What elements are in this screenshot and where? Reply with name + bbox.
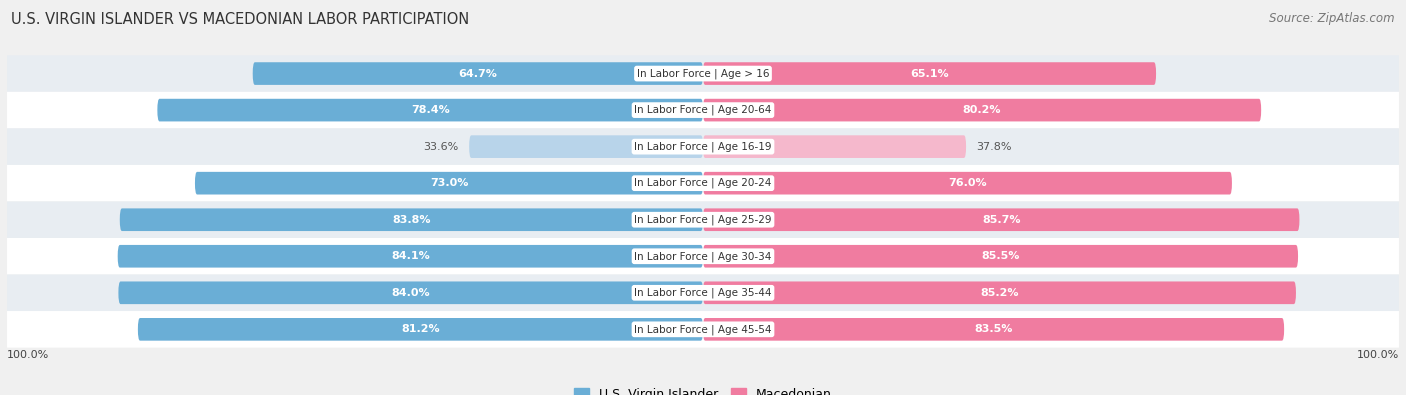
Text: In Labor Force | Age 20-64: In Labor Force | Age 20-64 (634, 105, 772, 115)
FancyBboxPatch shape (703, 99, 1261, 121)
FancyBboxPatch shape (120, 209, 703, 231)
FancyBboxPatch shape (703, 245, 1298, 267)
Text: 76.0%: 76.0% (948, 178, 987, 188)
Text: In Labor Force | Age 45-54: In Labor Force | Age 45-54 (634, 324, 772, 335)
Text: 84.0%: 84.0% (391, 288, 430, 298)
Text: 100.0%: 100.0% (1357, 350, 1399, 360)
Text: 78.4%: 78.4% (411, 105, 450, 115)
FancyBboxPatch shape (7, 128, 1399, 165)
Text: In Labor Force | Age 16-19: In Labor Force | Age 16-19 (634, 141, 772, 152)
Text: 85.5%: 85.5% (981, 251, 1019, 261)
FancyBboxPatch shape (703, 282, 1296, 304)
FancyBboxPatch shape (195, 172, 703, 194)
FancyBboxPatch shape (7, 55, 1399, 92)
Text: 83.5%: 83.5% (974, 324, 1012, 334)
Text: 85.2%: 85.2% (980, 288, 1019, 298)
Text: In Labor Force | Age 25-29: In Labor Force | Age 25-29 (634, 214, 772, 225)
FancyBboxPatch shape (7, 92, 1399, 128)
Text: 80.2%: 80.2% (963, 105, 1001, 115)
Text: 81.2%: 81.2% (401, 324, 440, 334)
FancyBboxPatch shape (7, 238, 1399, 275)
FancyBboxPatch shape (118, 245, 703, 267)
FancyBboxPatch shape (470, 135, 703, 158)
FancyBboxPatch shape (253, 62, 703, 85)
Legend: U.S. Virgin Islander, Macedonian: U.S. Virgin Islander, Macedonian (569, 383, 837, 395)
FancyBboxPatch shape (703, 62, 1156, 85)
Text: In Labor Force | Age 20-24: In Labor Force | Age 20-24 (634, 178, 772, 188)
FancyBboxPatch shape (703, 318, 1284, 340)
Text: In Labor Force | Age > 16: In Labor Force | Age > 16 (637, 68, 769, 79)
FancyBboxPatch shape (138, 318, 703, 340)
FancyBboxPatch shape (7, 165, 1399, 201)
Text: In Labor Force | Age 30-34: In Labor Force | Age 30-34 (634, 251, 772, 261)
Text: In Labor Force | Age 35-44: In Labor Force | Age 35-44 (634, 288, 772, 298)
Text: U.S. VIRGIN ISLANDER VS MACEDONIAN LABOR PARTICIPATION: U.S. VIRGIN ISLANDER VS MACEDONIAN LABOR… (11, 12, 470, 27)
FancyBboxPatch shape (703, 172, 1232, 194)
FancyBboxPatch shape (157, 99, 703, 121)
Text: 73.0%: 73.0% (430, 178, 468, 188)
Text: 65.1%: 65.1% (910, 69, 949, 79)
Text: Source: ZipAtlas.com: Source: ZipAtlas.com (1270, 12, 1395, 25)
Text: 84.1%: 84.1% (391, 251, 430, 261)
Text: 85.7%: 85.7% (981, 215, 1021, 225)
FancyBboxPatch shape (703, 209, 1299, 231)
Text: 83.8%: 83.8% (392, 215, 430, 225)
Text: 100.0%: 100.0% (7, 350, 49, 360)
Text: 33.6%: 33.6% (423, 142, 458, 152)
FancyBboxPatch shape (118, 282, 703, 304)
FancyBboxPatch shape (7, 275, 1399, 311)
Text: 64.7%: 64.7% (458, 69, 498, 79)
FancyBboxPatch shape (7, 201, 1399, 238)
FancyBboxPatch shape (703, 135, 966, 158)
Text: 37.8%: 37.8% (977, 142, 1012, 152)
FancyBboxPatch shape (7, 311, 1399, 348)
